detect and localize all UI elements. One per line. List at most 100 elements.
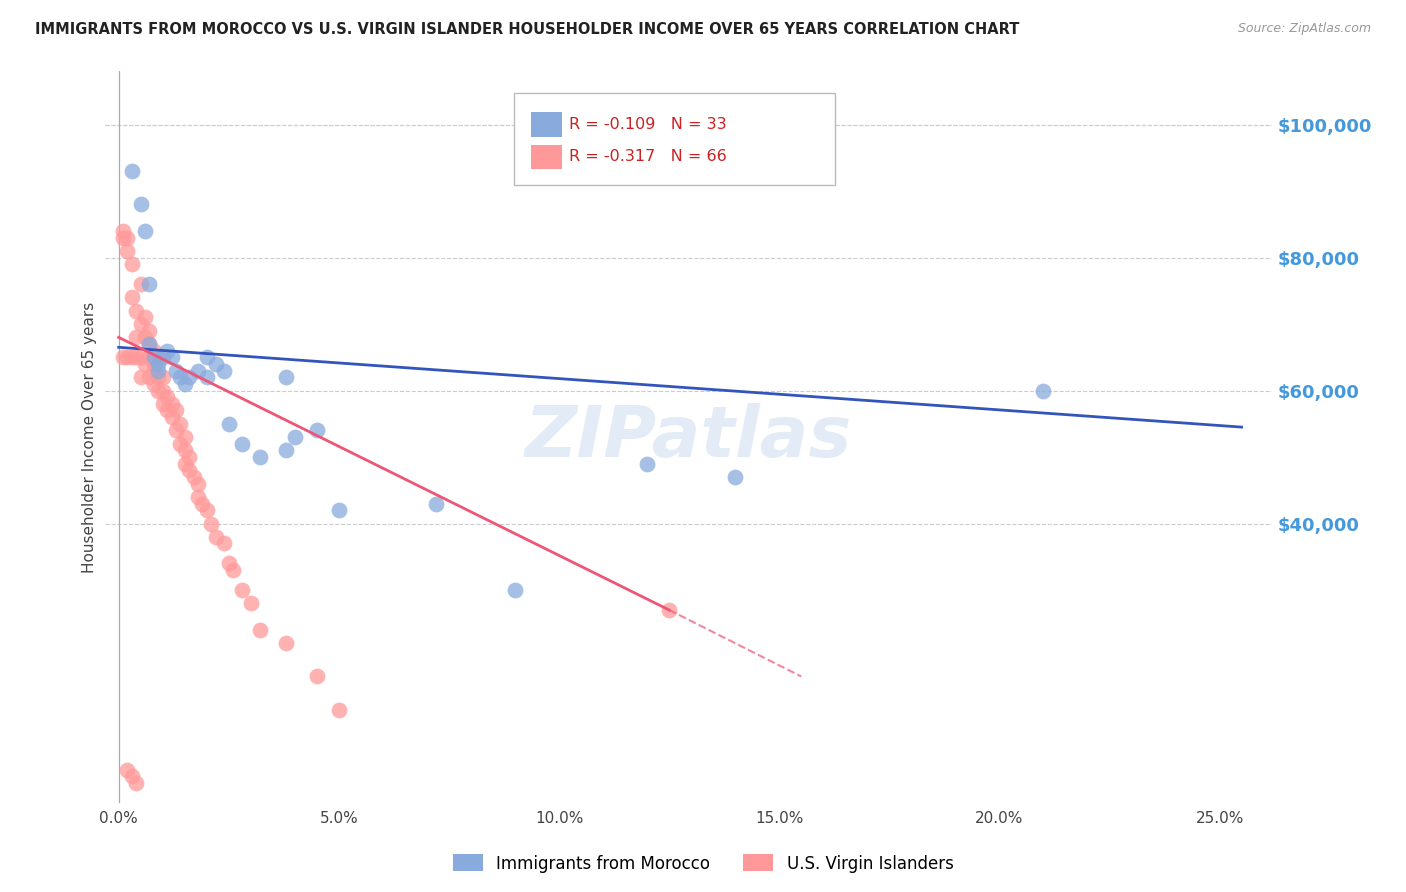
Text: R = -0.317   N = 66: R = -0.317 N = 66 [569, 150, 727, 164]
Point [129, 370, 152, 384]
FancyBboxPatch shape [531, 145, 562, 169]
Point [328, 503, 350, 517]
Point [117, 244, 139, 258]
Point [183, 470, 205, 484]
Point [214, 536, 236, 550]
Point [328, 703, 350, 717]
Point [214, 363, 236, 377]
Point [169, 436, 191, 450]
Point [173, 443, 195, 458]
Point [239, 596, 262, 610]
Point [148, 357, 170, 371]
Point [169, 417, 191, 431]
Point [179, 450, 201, 464]
Point [148, 370, 170, 384]
Text: IMMIGRANTS FROM MOROCCO VS U.S. VIRGIN ISLANDER HOUSEHOLDER INCOME OVER 65 YEARS: IMMIGRANTS FROM MOROCCO VS U.S. VIRGIN I… [35, 22, 1019, 37]
Point [195, 351, 218, 365]
Point [129, 317, 152, 331]
Point [160, 397, 183, 411]
Point [142, 363, 165, 377]
Point [187, 363, 209, 377]
Point [165, 363, 187, 377]
Point [274, 636, 297, 650]
Point [112, 351, 135, 365]
Point [134, 310, 156, 325]
Point [200, 516, 222, 531]
Point [125, 303, 148, 318]
Point [274, 443, 297, 458]
Point [125, 776, 148, 790]
Point [425, 497, 447, 511]
Point [169, 370, 191, 384]
Point [222, 563, 245, 577]
Point [138, 277, 160, 292]
Point [173, 457, 195, 471]
Point [305, 669, 328, 683]
Point [179, 370, 201, 384]
FancyBboxPatch shape [513, 94, 835, 185]
Point [204, 357, 226, 371]
Point [1032, 384, 1054, 398]
Point [142, 357, 165, 371]
Point [724, 470, 747, 484]
Point [218, 417, 240, 431]
Text: R = -0.109   N = 33: R = -0.109 N = 33 [569, 117, 727, 132]
Point [231, 436, 253, 450]
Point [284, 430, 307, 444]
Point [121, 257, 143, 271]
Point [112, 230, 135, 244]
Point [125, 351, 148, 365]
Text: ZIPatlas: ZIPatlas [526, 402, 852, 472]
Point [148, 363, 170, 377]
Point [112, 224, 135, 238]
Point [148, 351, 170, 365]
Point [156, 403, 179, 417]
Point [156, 390, 179, 404]
Point [249, 450, 271, 464]
Point [138, 351, 160, 365]
Point [305, 424, 328, 438]
Point [165, 403, 187, 417]
Point [152, 384, 174, 398]
Y-axis label: Householder Income Over 65 years: Householder Income Over 65 years [82, 301, 97, 573]
Point [249, 623, 271, 637]
Point [195, 370, 218, 384]
Point [134, 224, 156, 238]
Point [204, 530, 226, 544]
Point [173, 430, 195, 444]
FancyBboxPatch shape [531, 112, 562, 137]
Point [160, 351, 183, 365]
Point [191, 497, 214, 511]
Point [173, 376, 195, 391]
Point [138, 370, 160, 384]
Legend: Immigrants from Morocco, U.S. Virgin Islanders: Immigrants from Morocco, U.S. Virgin Isl… [446, 847, 960, 880]
Point [138, 337, 160, 351]
Point [138, 324, 160, 338]
Point [160, 410, 183, 425]
Point [274, 370, 297, 384]
Point [152, 397, 174, 411]
Text: Source: ZipAtlas.com: Source: ZipAtlas.com [1237, 22, 1371, 36]
Point [138, 337, 160, 351]
Point [503, 582, 526, 597]
Point [117, 230, 139, 244]
Point [142, 343, 165, 358]
Point [156, 343, 179, 358]
Point [129, 277, 152, 292]
Point [121, 290, 143, 304]
Point [129, 197, 152, 211]
Point [658, 603, 681, 617]
Point [152, 370, 174, 384]
Point [134, 357, 156, 371]
Point [142, 376, 165, 391]
Point [231, 582, 253, 597]
Point [148, 384, 170, 398]
Point [142, 351, 165, 365]
Point [218, 557, 240, 571]
Point [129, 351, 152, 365]
Point [125, 330, 148, 344]
Point [117, 763, 139, 777]
Point [187, 476, 209, 491]
Point [187, 490, 209, 504]
Point [179, 463, 201, 477]
